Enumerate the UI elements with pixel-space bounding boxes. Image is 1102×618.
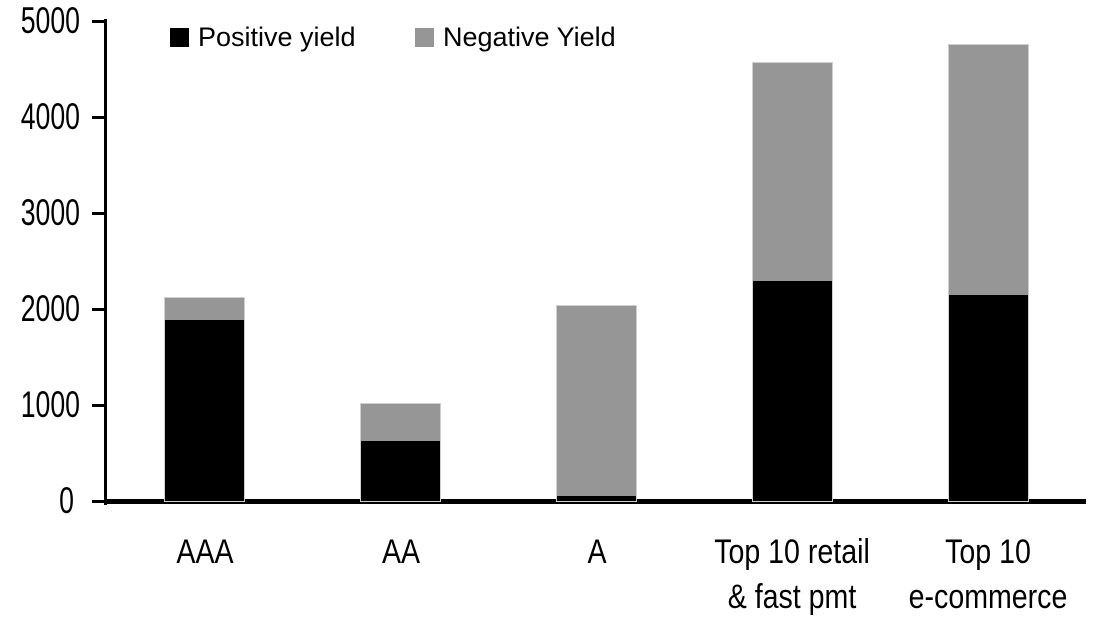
bar-segment-negative-aa <box>361 404 441 442</box>
legend-item-positive-yield: Positive yield <box>170 22 356 52</box>
bar-stack-aa <box>360 403 442 502</box>
legend-item-negative-yield: Negative Yield <box>415 22 616 52</box>
x-axis-label-a: A <box>586 533 607 571</box>
y-tick-5000 <box>92 19 104 23</box>
y-tick-label-0: 0 <box>59 480 74 521</box>
bar-segment-positive-aaa <box>165 319 245 501</box>
x-axis-label-aaa: AAA <box>176 533 234 571</box>
bar-stack-aaa <box>164 297 246 502</box>
bar-segment-positive-top-10-retail <box>752 281 832 501</box>
bar-stack-a <box>556 305 637 502</box>
y-tick-1000 <box>92 403 104 407</box>
y-axis-line <box>104 19 107 505</box>
y-tick-0 <box>92 499 104 503</box>
bar-segment-negative-aaa <box>165 298 245 320</box>
y-tick-label-5000: 5000 <box>20 0 80 41</box>
bar-segment-negative-top-10-retail <box>752 63 832 282</box>
bar-segment-positive-top-10 <box>948 294 1028 501</box>
bar-stack-top-10-retail <box>751 62 833 502</box>
x-axis-line <box>104 499 1086 504</box>
y-tick-2000 <box>92 307 104 311</box>
legend-label-negative-yield: Negative Yield <box>443 22 616 52</box>
y-tick-4000 <box>92 115 104 119</box>
y-tick-label-3000: 3000 <box>20 192 80 233</box>
bar-segment-positive-aa <box>361 441 441 501</box>
bar-segment-positive-a <box>557 496 636 501</box>
y-tick-label-4000: 4000 <box>20 96 80 137</box>
bar-segment-negative-top-10 <box>948 45 1028 295</box>
y-tick-label-1000: 1000 <box>20 384 80 425</box>
x-axis-label-aa: AA <box>381 533 420 571</box>
legend-swatch-negative-yield <box>415 28 434 47</box>
legend-swatch-positive-yield <box>170 28 189 47</box>
y-tick-3000 <box>92 211 104 215</box>
bar-segment-negative-a <box>557 306 636 497</box>
x-axis-label-top-10-retail: Top 10 retail & fast pmt <box>714 533 871 616</box>
legend-label-positive-yield: Positive yield <box>198 22 356 52</box>
y-tick-label-2000: 2000 <box>20 288 80 329</box>
x-axis-label-top-10: Top 10 e-commerce <box>908 533 1068 616</box>
bar-stack-top-10 <box>947 44 1029 502</box>
